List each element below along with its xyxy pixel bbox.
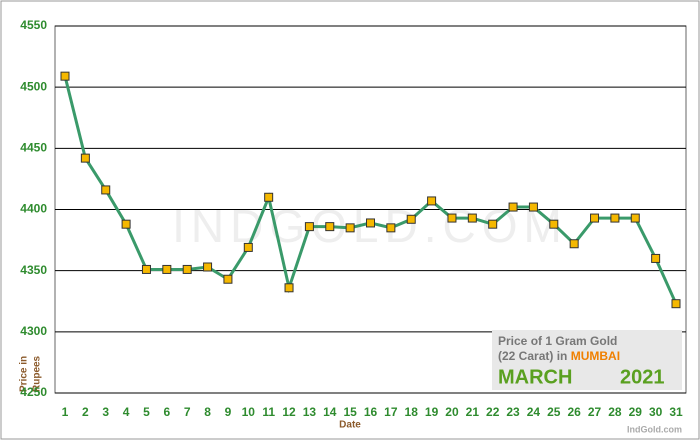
- data-point: [223, 274, 233, 284]
- x-tick-label: 4: [123, 405, 130, 419]
- source: IndGold.com: [627, 424, 682, 434]
- x-tick-label: 1: [62, 405, 69, 419]
- data-point: [406, 214, 416, 224]
- data-point: [121, 219, 131, 229]
- x-tick-label: 3: [102, 405, 109, 419]
- y-tick-label: 4400: [20, 202, 47, 216]
- y-tick-label: 4500: [20, 79, 47, 93]
- data-point: [60, 71, 70, 81]
- x-tick-label: 17: [384, 405, 398, 419]
- data-point: [651, 253, 661, 263]
- x-tick-label: 18: [405, 405, 419, 419]
- data-point: [549, 219, 559, 229]
- data-point: [590, 213, 600, 223]
- x-tick-label: 23: [506, 405, 520, 419]
- x-tick-label: 20: [445, 405, 459, 419]
- data-point: [243, 242, 253, 252]
- y-axis-label-1: Price in: [19, 356, 30, 392]
- data-point: [671, 299, 681, 309]
- x-tick-label: 26: [567, 405, 581, 419]
- data-point: [427, 196, 437, 206]
- data-point: [345, 223, 355, 233]
- x-tick-label: 19: [425, 405, 439, 419]
- info-box: [492, 330, 682, 390]
- info-year: 2021: [620, 366, 665, 388]
- x-tick-label: 12: [282, 405, 296, 419]
- y-tick-label: 4350: [20, 263, 47, 277]
- x-tick-label: 13: [303, 405, 317, 419]
- data-point: [366, 218, 375, 228]
- y-axis-label-2: Rupees: [32, 355, 43, 392]
- x-tick-label: 29: [629, 405, 643, 419]
- data-point: [304, 222, 314, 232]
- data-point: [447, 213, 457, 223]
- data-point: [528, 202, 538, 212]
- data-point: [141, 264, 151, 274]
- x-tick-label: 31: [669, 405, 683, 419]
- info-line2: (22 Carat) in MUMBAI: [498, 349, 620, 363]
- y-tick-label: 4550: [20, 18, 47, 32]
- data-point: [203, 262, 213, 272]
- x-tick-label: 6: [163, 405, 170, 419]
- x-tick-label: 25: [547, 405, 561, 419]
- info-city: MUMBAI: [571, 349, 620, 363]
- x-tick-label: 24: [527, 405, 541, 419]
- data-point: [162, 264, 172, 274]
- x-tick-label: 27: [588, 405, 602, 419]
- data-point: [610, 213, 620, 223]
- x-tick-label: 16: [364, 405, 378, 419]
- data-point: [101, 185, 111, 195]
- x-tick-label: 9: [225, 405, 232, 419]
- x-tick-label: 22: [486, 405, 500, 419]
- x-tick-label: 10: [242, 405, 256, 419]
- data-point: [508, 202, 518, 212]
- data-point: [569, 239, 579, 249]
- data-point: [630, 213, 640, 223]
- y-tick-label: 4300: [20, 324, 47, 338]
- x-tick-label: 11: [262, 405, 275, 419]
- data-point: [80, 153, 90, 163]
- x-tick-label: 30: [649, 405, 663, 419]
- info-month: MARCH: [498, 366, 572, 388]
- x-tick-label: 14: [323, 405, 337, 419]
- y-tick-label: 4250: [20, 385, 47, 399]
- data-point: [386, 223, 396, 233]
- x-tick-label: 5: [143, 405, 150, 419]
- x-tick-label: 8: [204, 405, 211, 419]
- info-line1: Price of 1 Gram Gold: [498, 334, 617, 348]
- x-axis-label: Date: [339, 420, 361, 431]
- data-point: [182, 264, 192, 274]
- data-point: [264, 192, 274, 202]
- data-point: [488, 219, 498, 229]
- x-tick-label: 2: [82, 405, 89, 419]
- data-point: [467, 213, 477, 223]
- x-tick-label: 15: [343, 405, 357, 419]
- x-tick-label: 7: [184, 405, 191, 419]
- data-point: [325, 222, 335, 232]
- y-tick-label: 4450: [20, 141, 47, 155]
- info-line2-text: (22 Carat) in: [498, 349, 567, 363]
- x-tick-label: 21: [466, 405, 480, 419]
- x-tick-label: 28: [608, 405, 622, 419]
- data-point: [284, 283, 294, 293]
